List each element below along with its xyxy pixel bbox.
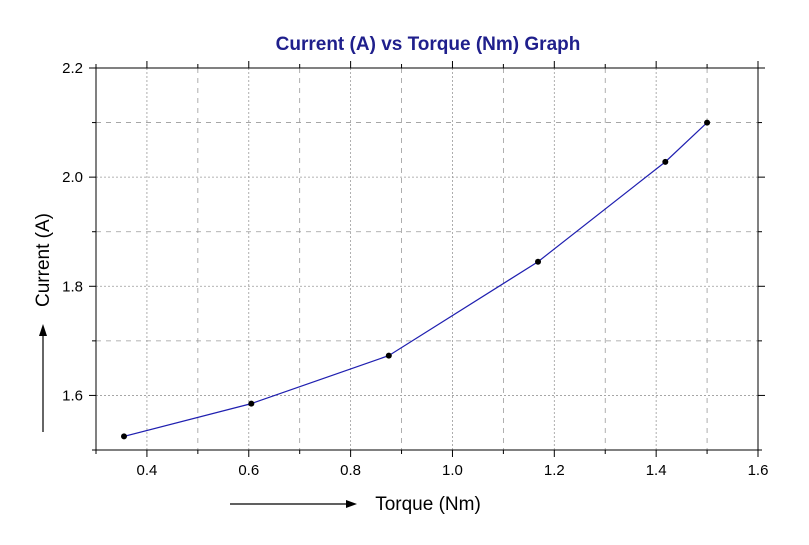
ticks: 0.4 0.6 0.8 1.0 1.2 1.4 1.6 1.6 1.8 2.0 2.2 (62, 60, 768, 479)
x-tick-label: 0.8 (340, 462, 361, 479)
x-tick-label: 1.6 (748, 462, 769, 479)
y-tick-label: 1.6 (62, 387, 83, 404)
series-line (123, 122, 708, 437)
y-axis-label: Current (A) (33, 213, 54, 307)
x-tick-label: 1.2 (544, 462, 565, 479)
x-tick-label: 0.6 (238, 462, 259, 479)
x-tick-label: 1.0 (442, 462, 463, 479)
x-axis-arrow (230, 500, 357, 508)
x-tick-label: 0.4 (136, 462, 157, 479)
chart-title: Current (A) vs Torque (Nm) Graph (276, 34, 581, 55)
data-point (385, 352, 392, 359)
x-axis-label: Torque (Nm) (375, 494, 481, 515)
data-point (121, 433, 128, 440)
data-point (535, 258, 542, 265)
y-tick-label: 1.8 (62, 278, 83, 295)
series (121, 119, 711, 440)
data-point (662, 158, 669, 165)
data-point (704, 119, 711, 126)
data-point (248, 400, 255, 407)
y-tick-label: 2.2 (62, 60, 83, 77)
y-axis-arrow (39, 324, 47, 432)
plot-frame (95, 67, 759, 451)
x-tick-label: 1.4 (646, 462, 667, 479)
grid (95, 68, 758, 450)
y-tick-label: 2.0 (62, 169, 83, 186)
